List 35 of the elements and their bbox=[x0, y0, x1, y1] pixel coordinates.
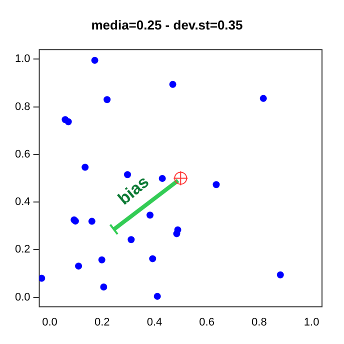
point bbox=[146, 212, 154, 219]
y-tick-label: 0.8 bbox=[14, 100, 30, 113]
point bbox=[173, 170, 188, 186]
x-tick-label: 0.4 bbox=[146, 316, 162, 328]
y-tick-label: 0.2 bbox=[14, 244, 30, 256]
y-tick-label: 0.6 bbox=[14, 148, 30, 160]
point bbox=[260, 94, 267, 102]
point bbox=[158, 174, 166, 182]
y-tick-label: 0.0 bbox=[14, 291, 30, 304]
point bbox=[128, 236, 135, 244]
point bbox=[212, 181, 220, 188]
x-tick-label: 0.8 bbox=[252, 316, 267, 328]
chart-title: media=0.25 - dev.st=0.35 bbox=[91, 17, 243, 32]
point bbox=[39, 274, 46, 282]
x-tick-label: 1.0 bbox=[304, 316, 320, 328]
y-tick-label: 1.0 bbox=[14, 53, 30, 66]
point bbox=[124, 171, 132, 178]
x-tick-label: 0.6 bbox=[199, 316, 214, 328]
point bbox=[100, 284, 108, 291]
point bbox=[104, 96, 111, 104]
point bbox=[82, 164, 89, 171]
point bbox=[169, 80, 176, 88]
point bbox=[149, 255, 156, 262]
point bbox=[64, 118, 72, 126]
point bbox=[154, 292, 161, 300]
point bbox=[173, 230, 180, 238]
point bbox=[75, 262, 82, 270]
x-tick-label: 0.0 bbox=[42, 316, 58, 328]
point bbox=[98, 256, 106, 264]
point bbox=[91, 56, 98, 64]
point bbox=[276, 271, 284, 278]
x-tick-label: 0.2 bbox=[94, 316, 110, 328]
point bbox=[88, 218, 96, 225]
y-tick-label: 0.4 bbox=[14, 196, 30, 208]
annotation: bias bbox=[114, 172, 153, 209]
